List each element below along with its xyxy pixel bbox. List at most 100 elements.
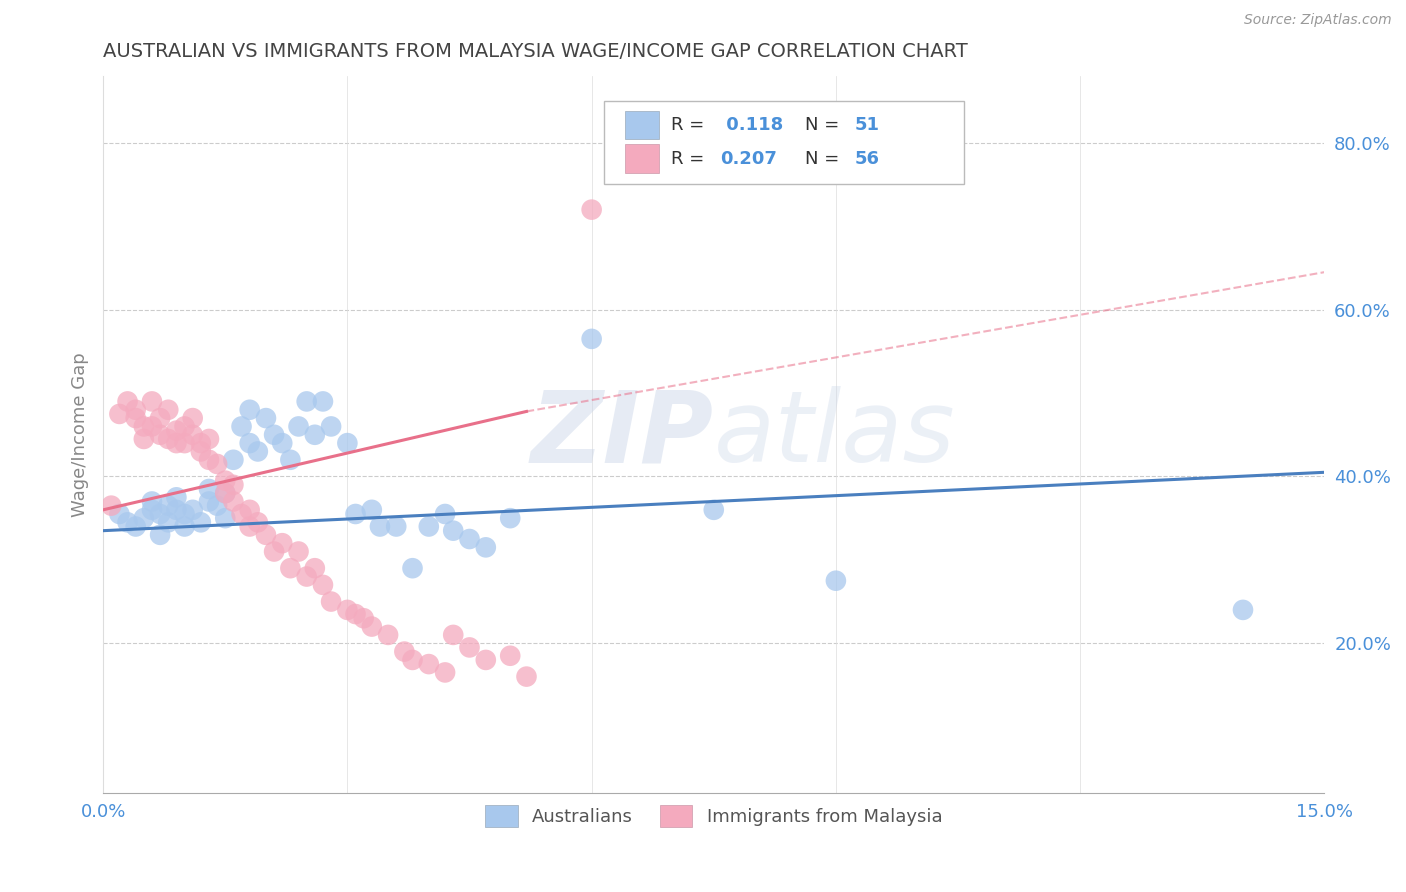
- Point: [287, 544, 309, 558]
- Point: [239, 436, 262, 450]
- Point: [336, 603, 359, 617]
- Point: [254, 528, 277, 542]
- Point: [214, 474, 236, 488]
- Point: [157, 432, 180, 446]
- Point: [360, 503, 382, 517]
- FancyBboxPatch shape: [624, 145, 659, 173]
- Point: [287, 419, 309, 434]
- Point: [149, 528, 172, 542]
- Point: [173, 507, 195, 521]
- Point: [377, 628, 399, 642]
- Point: [165, 491, 187, 505]
- Point: [157, 499, 180, 513]
- Point: [499, 648, 522, 663]
- Point: [149, 411, 172, 425]
- Point: [239, 503, 262, 517]
- Point: [360, 619, 382, 633]
- Point: [434, 665, 457, 680]
- Point: [344, 507, 367, 521]
- Point: [214, 486, 236, 500]
- Point: [222, 452, 245, 467]
- Point: [319, 594, 342, 608]
- Text: N =: N =: [806, 116, 845, 134]
- Point: [336, 436, 359, 450]
- Point: [198, 432, 221, 446]
- Point: [231, 507, 253, 521]
- Point: [246, 516, 269, 530]
- Point: [231, 419, 253, 434]
- Point: [222, 478, 245, 492]
- Point: [141, 494, 163, 508]
- Point: [205, 499, 228, 513]
- Point: [141, 503, 163, 517]
- Point: [132, 419, 155, 434]
- Y-axis label: Wage/Income Gap: Wage/Income Gap: [72, 352, 89, 517]
- Point: [117, 394, 139, 409]
- Point: [108, 507, 131, 521]
- Text: Source: ZipAtlas.com: Source: ZipAtlas.com: [1244, 13, 1392, 28]
- Point: [263, 544, 285, 558]
- Point: [401, 561, 423, 575]
- Point: [263, 427, 285, 442]
- Point: [198, 452, 221, 467]
- Point: [280, 561, 302, 575]
- FancyBboxPatch shape: [603, 102, 965, 184]
- Point: [319, 419, 342, 434]
- Point: [312, 578, 335, 592]
- Point: [703, 503, 725, 517]
- Point: [181, 503, 204, 517]
- Text: R =: R =: [671, 116, 710, 134]
- Point: [271, 536, 294, 550]
- Point: [254, 411, 277, 425]
- Point: [394, 644, 416, 658]
- Point: [418, 657, 440, 672]
- Point: [117, 516, 139, 530]
- Point: [190, 516, 212, 530]
- Point: [190, 444, 212, 458]
- Text: 51: 51: [855, 116, 879, 134]
- Point: [353, 611, 375, 625]
- Point: [157, 402, 180, 417]
- Point: [165, 436, 187, 450]
- Point: [165, 503, 187, 517]
- Point: [198, 494, 221, 508]
- Text: 0.207: 0.207: [720, 150, 776, 168]
- Point: [173, 519, 195, 533]
- Point: [222, 494, 245, 508]
- Point: [108, 407, 131, 421]
- Point: [141, 394, 163, 409]
- Text: 0.118: 0.118: [720, 116, 783, 134]
- Point: [181, 427, 204, 442]
- FancyBboxPatch shape: [624, 111, 659, 139]
- Point: [214, 511, 236, 525]
- Legend: Australians, Immigrants from Malaysia: Australians, Immigrants from Malaysia: [478, 798, 949, 835]
- Point: [475, 653, 498, 667]
- Point: [581, 332, 603, 346]
- Text: atlas: atlas: [714, 386, 956, 483]
- Point: [280, 452, 302, 467]
- Point: [295, 394, 318, 409]
- Point: [190, 436, 212, 450]
- Point: [125, 411, 148, 425]
- Point: [385, 519, 408, 533]
- Point: [198, 482, 221, 496]
- Point: [173, 419, 195, 434]
- Point: [458, 532, 481, 546]
- Text: AUSTRALIAN VS IMMIGRANTS FROM MALAYSIA WAGE/INCOME GAP CORRELATION CHART: AUSTRALIAN VS IMMIGRANTS FROM MALAYSIA W…: [103, 42, 967, 61]
- Point: [825, 574, 848, 588]
- Point: [295, 569, 318, 583]
- Point: [499, 511, 522, 525]
- Point: [125, 519, 148, 533]
- Point: [149, 427, 172, 442]
- Point: [125, 402, 148, 417]
- Point: [401, 653, 423, 667]
- Point: [418, 519, 440, 533]
- Point: [149, 507, 172, 521]
- Text: ZIP: ZIP: [531, 386, 714, 483]
- Point: [1232, 603, 1254, 617]
- Point: [581, 202, 603, 217]
- Point: [214, 486, 236, 500]
- Text: R =: R =: [671, 150, 710, 168]
- Point: [132, 511, 155, 525]
- Point: [368, 519, 391, 533]
